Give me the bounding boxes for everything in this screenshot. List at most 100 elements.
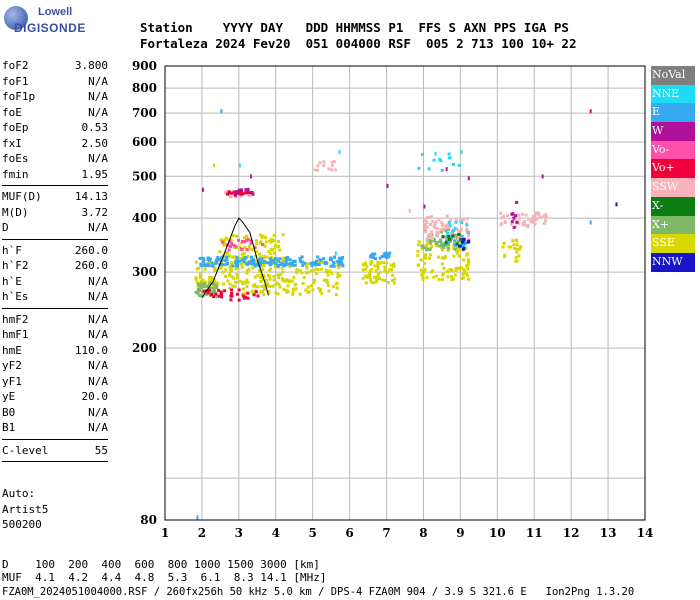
param-value: 3.72: [81, 205, 109, 219]
echo-point: [432, 158, 436, 162]
logo-main-text: DIGISONDE: [14, 21, 86, 35]
echo-point: [537, 213, 541, 217]
echo-point: [316, 168, 320, 172]
logo-globe-icon: [4, 6, 28, 30]
echo-point: [266, 284, 270, 288]
echo-point: [262, 264, 266, 268]
echo-point: [462, 258, 466, 262]
echo-point: [464, 271, 468, 275]
echo-point: [376, 272, 380, 276]
echo-point: [441, 273, 445, 277]
param-row-mufd: MUF(D) 14.13: [2, 189, 108, 205]
echo-point: [448, 223, 452, 227]
echo-point: [244, 191, 248, 195]
echo-point: [244, 239, 248, 243]
digisonde-logo: Lowell DIGISONDE: [2, 6, 92, 44]
echo-point: [365, 265, 369, 269]
echo-point: [225, 258, 229, 262]
echo-point: [216, 256, 220, 260]
echo-point: [543, 219, 547, 223]
param-name: M(D): [2, 205, 29, 219]
echo-point: [300, 255, 304, 259]
echo-point: [268, 251, 272, 255]
echo-point: [423, 261, 427, 265]
echo-point: [197, 282, 201, 286]
echo-point: [428, 247, 432, 251]
echo-point: [205, 284, 209, 288]
echo-point: [332, 261, 336, 265]
echo-point: [434, 274, 438, 278]
echo-point: [207, 264, 211, 268]
echo-point: [464, 241, 468, 245]
param-name: h`Es: [2, 290, 29, 303]
echo-point: [319, 259, 323, 263]
echo-point: [228, 286, 232, 290]
echo-point: [455, 250, 459, 254]
echo-point: [220, 109, 223, 114]
echo-point: [423, 222, 427, 226]
echo-point: [207, 288, 211, 292]
param-name: h`E: [2, 274, 22, 288]
echo-point: [268, 257, 272, 261]
echo-point: [291, 287, 295, 291]
param-value: N/A: [88, 221, 108, 234]
echo-point: [428, 256, 432, 260]
echo-point: [448, 156, 452, 160]
echo-point: [241, 292, 245, 296]
echo-point: [439, 159, 443, 163]
param-name: h`F2: [2, 259, 29, 272]
echo-point: [239, 192, 243, 196]
x-tick-label: 10: [489, 526, 506, 540]
echo-point: [294, 287, 298, 291]
echo-point: [202, 260, 206, 264]
echo-point: [437, 277, 441, 281]
echo-point: [255, 242, 259, 246]
echo-point: [263, 284, 267, 288]
echo-point: [211, 291, 215, 295]
param-value: N/A: [88, 421, 108, 434]
echo-point: [467, 277, 471, 281]
echo-point: [322, 278, 326, 282]
echo-point: [457, 254, 461, 258]
echo-point: [368, 278, 372, 282]
echo-point: [237, 238, 241, 242]
x-tick-label: 1: [161, 526, 169, 540]
legend-item-vo: Vo+: [651, 159, 695, 179]
echo-point: [230, 292, 234, 296]
echo-point: [249, 259, 253, 263]
echo-point: [262, 293, 266, 297]
echo-point: [466, 267, 470, 271]
echo-point: [277, 245, 281, 249]
echo-point: [303, 261, 307, 265]
echo-point: [420, 273, 424, 277]
y-tick-label: 900: [132, 59, 157, 73]
echo-point: [517, 254, 521, 258]
echo-point: [322, 257, 326, 261]
echo-point: [330, 163, 334, 167]
echo-point: [419, 268, 423, 272]
echo-point: [203, 268, 207, 272]
echo-point: [219, 290, 223, 294]
param-row-he: h`E N/A: [2, 274, 108, 290]
echo-point: [542, 221, 546, 225]
echo-point: [229, 195, 233, 199]
echo-point: [228, 282, 232, 286]
echo-point: [421, 275, 425, 279]
echo-point: [466, 258, 470, 262]
echo-point: [533, 222, 537, 226]
echo-point: [441, 222, 445, 226]
echo-point: [392, 281, 396, 285]
echo-point: [272, 278, 276, 282]
echo-point: [329, 264, 333, 268]
echo-point: [259, 290, 263, 294]
echo-point: [239, 256, 243, 260]
echo-point: [208, 291, 212, 295]
echo-point: [267, 289, 271, 293]
echo-point: [319, 288, 323, 292]
echo-point: [321, 260, 325, 264]
x-tick-label: 13: [600, 526, 617, 540]
echo-point: [231, 264, 235, 268]
echo-point: [262, 259, 266, 263]
echo-point: [274, 291, 278, 295]
echo-point: [451, 234, 455, 238]
